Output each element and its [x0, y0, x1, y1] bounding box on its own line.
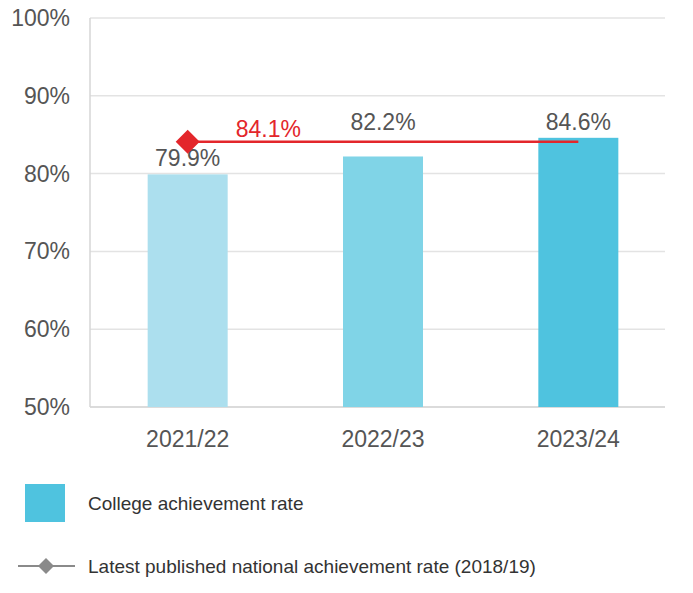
- grid-line: [90, 17, 665, 19]
- y-tick-label: 50%: [24, 394, 70, 420]
- y-axis: [89, 18, 91, 407]
- plot-area: [148, 138, 619, 407]
- legend-label: College achievement rate: [88, 493, 303, 514]
- y-tick-label: 80%: [24, 161, 70, 187]
- bar: [538, 138, 618, 407]
- bar: [343, 156, 423, 407]
- x-tick-label: 2021/22: [146, 426, 229, 452]
- x-tick-label: 2022/23: [341, 426, 424, 452]
- y-tick-label: 100%: [11, 5, 70, 31]
- data-label: 84.1%: [236, 116, 301, 142]
- grid-line: [90, 95, 665, 97]
- y-tick-label: 70%: [24, 238, 70, 264]
- x-tick-label: 2023/24: [537, 426, 620, 452]
- line-marker: [176, 130, 200, 154]
- data-label: 84.6%: [546, 109, 611, 135]
- y-tick-label: 90%: [24, 83, 70, 109]
- data-label: 82.2%: [350, 109, 415, 135]
- legend-swatch: [25, 484, 65, 522]
- bar: [148, 174, 228, 407]
- legend-marker: [38, 558, 54, 574]
- y-tick-label: 60%: [24, 316, 70, 342]
- legend-label: Latest published national achievement ra…: [88, 556, 536, 577]
- chart: 50% 60% 70% 80% 90% 100% 2021/22 2022/23 2023/24…: [0, 0, 693, 593]
